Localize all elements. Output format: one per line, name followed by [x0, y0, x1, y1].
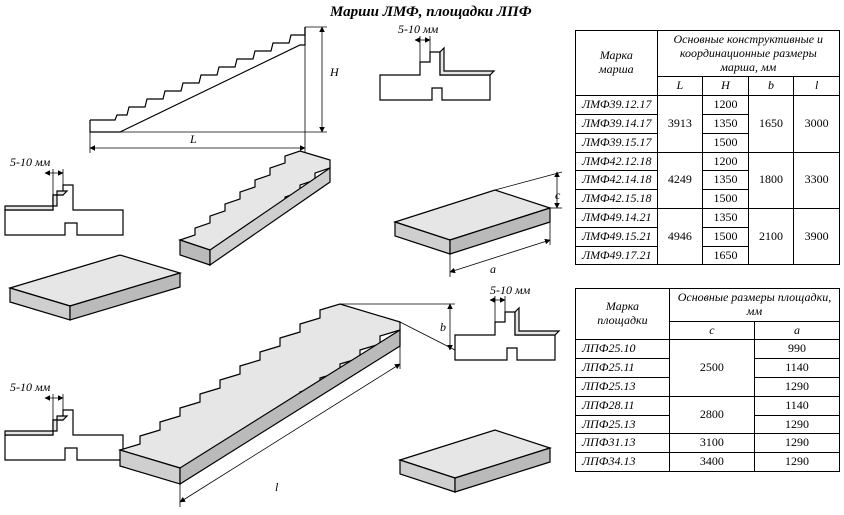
t2-mark: ЛПФ25.13 [576, 415, 670, 434]
table-platforms: Марка площадки Основные размеры площадки… [575, 288, 840, 472]
t1-L: 4946 [657, 208, 703, 264]
t2-a: 1290 [754, 434, 839, 453]
t1-col-l: l [794, 77, 840, 96]
t1-l: 3300 [794, 152, 840, 208]
t2-mark: ЛПФ25.13 [576, 377, 670, 396]
t1-mark: ЛМФ39.15.17 [576, 133, 658, 152]
t1-H: 1350 [703, 171, 749, 190]
t1-H: 1500 [703, 133, 749, 152]
t1-head-group: Основные конструктивные и координационны… [657, 31, 839, 77]
label-a: a [490, 262, 496, 277]
table-marches: Марка марша Основные конструктивные и ко… [575, 30, 840, 265]
t2-c: 2500 [669, 340, 754, 396]
diagram-area: L H 5-10 мм 5-10 мм 5-10 мм 5-10 мм a c … [0, 0, 575, 511]
t1-L: 3913 [657, 96, 703, 152]
t2-a: 1140 [754, 359, 839, 378]
t2-mark: ЛПФ28.11 [576, 396, 670, 415]
t1-b: 1650 [748, 96, 794, 152]
t2-c: 2800 [669, 396, 754, 434]
label-c: c [555, 188, 560, 203]
label-L: L [190, 132, 197, 147]
gap-label-1: 5-10 мм [10, 155, 50, 170]
platform-slab-left [10, 255, 180, 320]
t1-H: 1500 [703, 227, 749, 246]
t1-col-L: L [657, 77, 703, 96]
platform-slab-right [395, 172, 562, 277]
t1-mark: ЛМФ39.12.17 [576, 96, 658, 115]
t1-H: 1650 [703, 246, 749, 265]
joint-detail-mid-right [455, 296, 559, 360]
t1-mark: ЛМФ49.15.21 [576, 227, 658, 246]
joint-detail-bottom-left [5, 394, 123, 460]
t2-col-c: c [669, 321, 754, 340]
t2-c: 3100 [669, 434, 754, 453]
t2-a: 1290 [754, 415, 839, 434]
label-l: l [275, 480, 278, 495]
t1-head-mark: Марка марша [576, 31, 658, 96]
gap-label-2: 5-10 мм [10, 380, 50, 395]
t2-head-mark: Марка площадки [576, 289, 670, 340]
t2-a: 1290 [754, 453, 839, 472]
gap-label-3: 5-10 мм [398, 22, 438, 37]
t2-mark: ЛПФ31.13 [576, 434, 670, 453]
t1-mark: ЛМФ49.17.21 [576, 246, 658, 265]
t1-H: 1500 [703, 190, 749, 209]
t2-mark: ЛПФ25.10 [576, 340, 670, 359]
t1-H: 1350 [703, 114, 749, 133]
t1-l: 3900 [794, 208, 840, 264]
t1-mark: ЛМФ42.14.18 [576, 171, 658, 190]
lower-stair-flight [120, 304, 455, 507]
schematic-stair-section [90, 27, 327, 153]
t2-a: 990 [754, 340, 839, 359]
t2-a: 1140 [754, 396, 839, 415]
t1-col-b: b [748, 77, 794, 96]
joint-detail-top-left [5, 169, 123, 235]
t1-b: 2100 [748, 208, 794, 264]
t2-mark: ЛПФ25.11 [576, 359, 670, 378]
t1-l: 3000 [794, 96, 840, 152]
t1-H: 1200 [703, 96, 749, 115]
t2-head-group: Основные размеры площадки, мм [669, 289, 839, 322]
t1-H: 1200 [703, 152, 749, 171]
t2-mark: ЛПФ34.13 [576, 453, 670, 472]
t1-col-H: H [703, 77, 749, 96]
t1-mark: ЛМФ49.14.21 [576, 208, 658, 227]
t1-L: 4249 [657, 152, 703, 208]
t1-mark: ЛМФ39.14.17 [576, 114, 658, 133]
platform-slab-bottom-right [400, 430, 550, 492]
label-b: b [440, 320, 446, 335]
gap-label-4: 5-10 мм [490, 283, 530, 298]
label-H: H [330, 65, 339, 80]
upper-stair-flight [180, 151, 330, 265]
t2-col-a: a [754, 321, 839, 340]
t1-b: 1800 [748, 152, 794, 208]
joint-detail-top-right [380, 36, 494, 100]
t1-H: 1350 [703, 208, 749, 227]
t1-mark: ЛМФ42.15.18 [576, 190, 658, 209]
t2-c: 3400 [669, 453, 754, 472]
t1-mark: ЛМФ42.12.18 [576, 152, 658, 171]
t2-a: 1290 [754, 377, 839, 396]
